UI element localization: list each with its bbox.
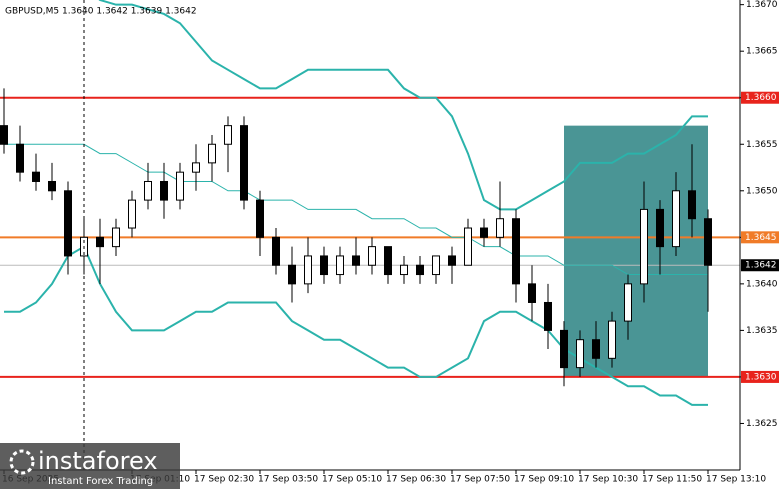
y-tick-label: 1.3640 xyxy=(746,279,778,289)
candle-body xyxy=(208,143,216,164)
candle-body xyxy=(16,143,24,173)
price-tag-label: 1.3630 xyxy=(745,372,777,382)
candle-body xyxy=(64,190,72,257)
x-tick-label: 17 Sep 06:30 xyxy=(386,475,446,485)
candle-body xyxy=(288,264,296,285)
x-tick-label: 17 Sep 03:50 xyxy=(258,475,318,485)
candle-body xyxy=(496,218,504,238)
x-tick-label: 17 Sep 13:10 xyxy=(706,475,766,485)
candle-body xyxy=(224,125,232,145)
candle-body xyxy=(544,301,552,331)
candle-body xyxy=(384,246,392,276)
candle-body xyxy=(400,264,408,276)
candle-body xyxy=(352,255,360,266)
candle-body xyxy=(576,339,584,369)
y-tick-label: 1.3670 xyxy=(746,0,778,10)
candle-body xyxy=(272,236,280,266)
candle-body xyxy=(688,190,696,220)
x-tick-label: 17 Sep 11:50 xyxy=(642,475,702,485)
candle-body xyxy=(528,283,536,303)
candle-body xyxy=(128,199,136,229)
candle-body xyxy=(448,255,456,266)
price-tag-label: 1.3642 xyxy=(745,261,777,271)
candle-body xyxy=(512,218,520,285)
candle-body xyxy=(560,329,568,369)
zone xyxy=(564,125,708,377)
watermark-box xyxy=(0,443,180,489)
candle-body xyxy=(416,264,424,276)
indicator-line xyxy=(4,245,708,406)
y-tick-label: 1.3650 xyxy=(746,186,778,196)
candle-body xyxy=(160,180,168,201)
candle-body xyxy=(656,208,664,248)
candle-body xyxy=(704,218,712,266)
candle-body xyxy=(336,255,344,276)
candle-body xyxy=(32,171,40,182)
candle-body xyxy=(368,246,376,266)
price-tag xyxy=(741,91,779,104)
candle-body xyxy=(464,227,472,266)
x-tick-label: 17 Sep 10:30 xyxy=(578,475,638,485)
x-tick-label: 17 Sep 02:30 xyxy=(194,475,254,485)
price-tag-label: 1.3660 xyxy=(745,93,777,103)
candle-body xyxy=(320,255,328,276)
candle-body xyxy=(176,171,184,201)
candle-body xyxy=(592,339,600,359)
candle-body xyxy=(640,208,648,285)
price-tag-label: 1.3645 xyxy=(745,233,777,243)
price-tag xyxy=(741,231,779,244)
watermark-logo xyxy=(9,449,35,475)
candle-body xyxy=(624,283,632,322)
candle-body xyxy=(608,320,616,359)
candle-body xyxy=(240,125,248,201)
candle-body xyxy=(112,227,120,248)
indicator-line xyxy=(98,0,708,211)
candle-body xyxy=(256,199,264,238)
candle-body xyxy=(0,125,8,145)
plot-area xyxy=(0,0,740,406)
x-tick-label: 17 Sep 05:10 xyxy=(322,475,382,485)
watermark: instaforex Instant Forex Trading xyxy=(0,443,180,489)
price-tag xyxy=(741,370,779,383)
candle-body xyxy=(144,180,152,201)
candle-body xyxy=(672,190,680,248)
candle-body xyxy=(480,227,488,238)
watermark-brand: instaforex xyxy=(38,447,158,475)
x-tick-label: 17 Sep 09:10 xyxy=(514,475,574,485)
y-tick-label: 1.3625 xyxy=(746,419,778,429)
watermark-tagline: Instant Forex Trading xyxy=(48,476,153,487)
candle-body xyxy=(48,180,56,192)
candle-body xyxy=(432,255,440,276)
chart-title: GBPUSD,M5 1.3640 1.3642 1.3639 1.3642 xyxy=(5,7,197,17)
indicator-line xyxy=(4,143,708,276)
y-tick-label: 1.3635 xyxy=(746,326,778,336)
price-tag xyxy=(741,259,779,272)
x-tick-label: 17 Sep 07:50 xyxy=(450,475,510,485)
candle-body xyxy=(96,236,104,248)
y-tick-label: 1.3655 xyxy=(746,140,778,150)
candle-body xyxy=(304,255,312,285)
candle-body xyxy=(192,162,200,173)
y-tick-label: 1.3665 xyxy=(746,47,778,57)
